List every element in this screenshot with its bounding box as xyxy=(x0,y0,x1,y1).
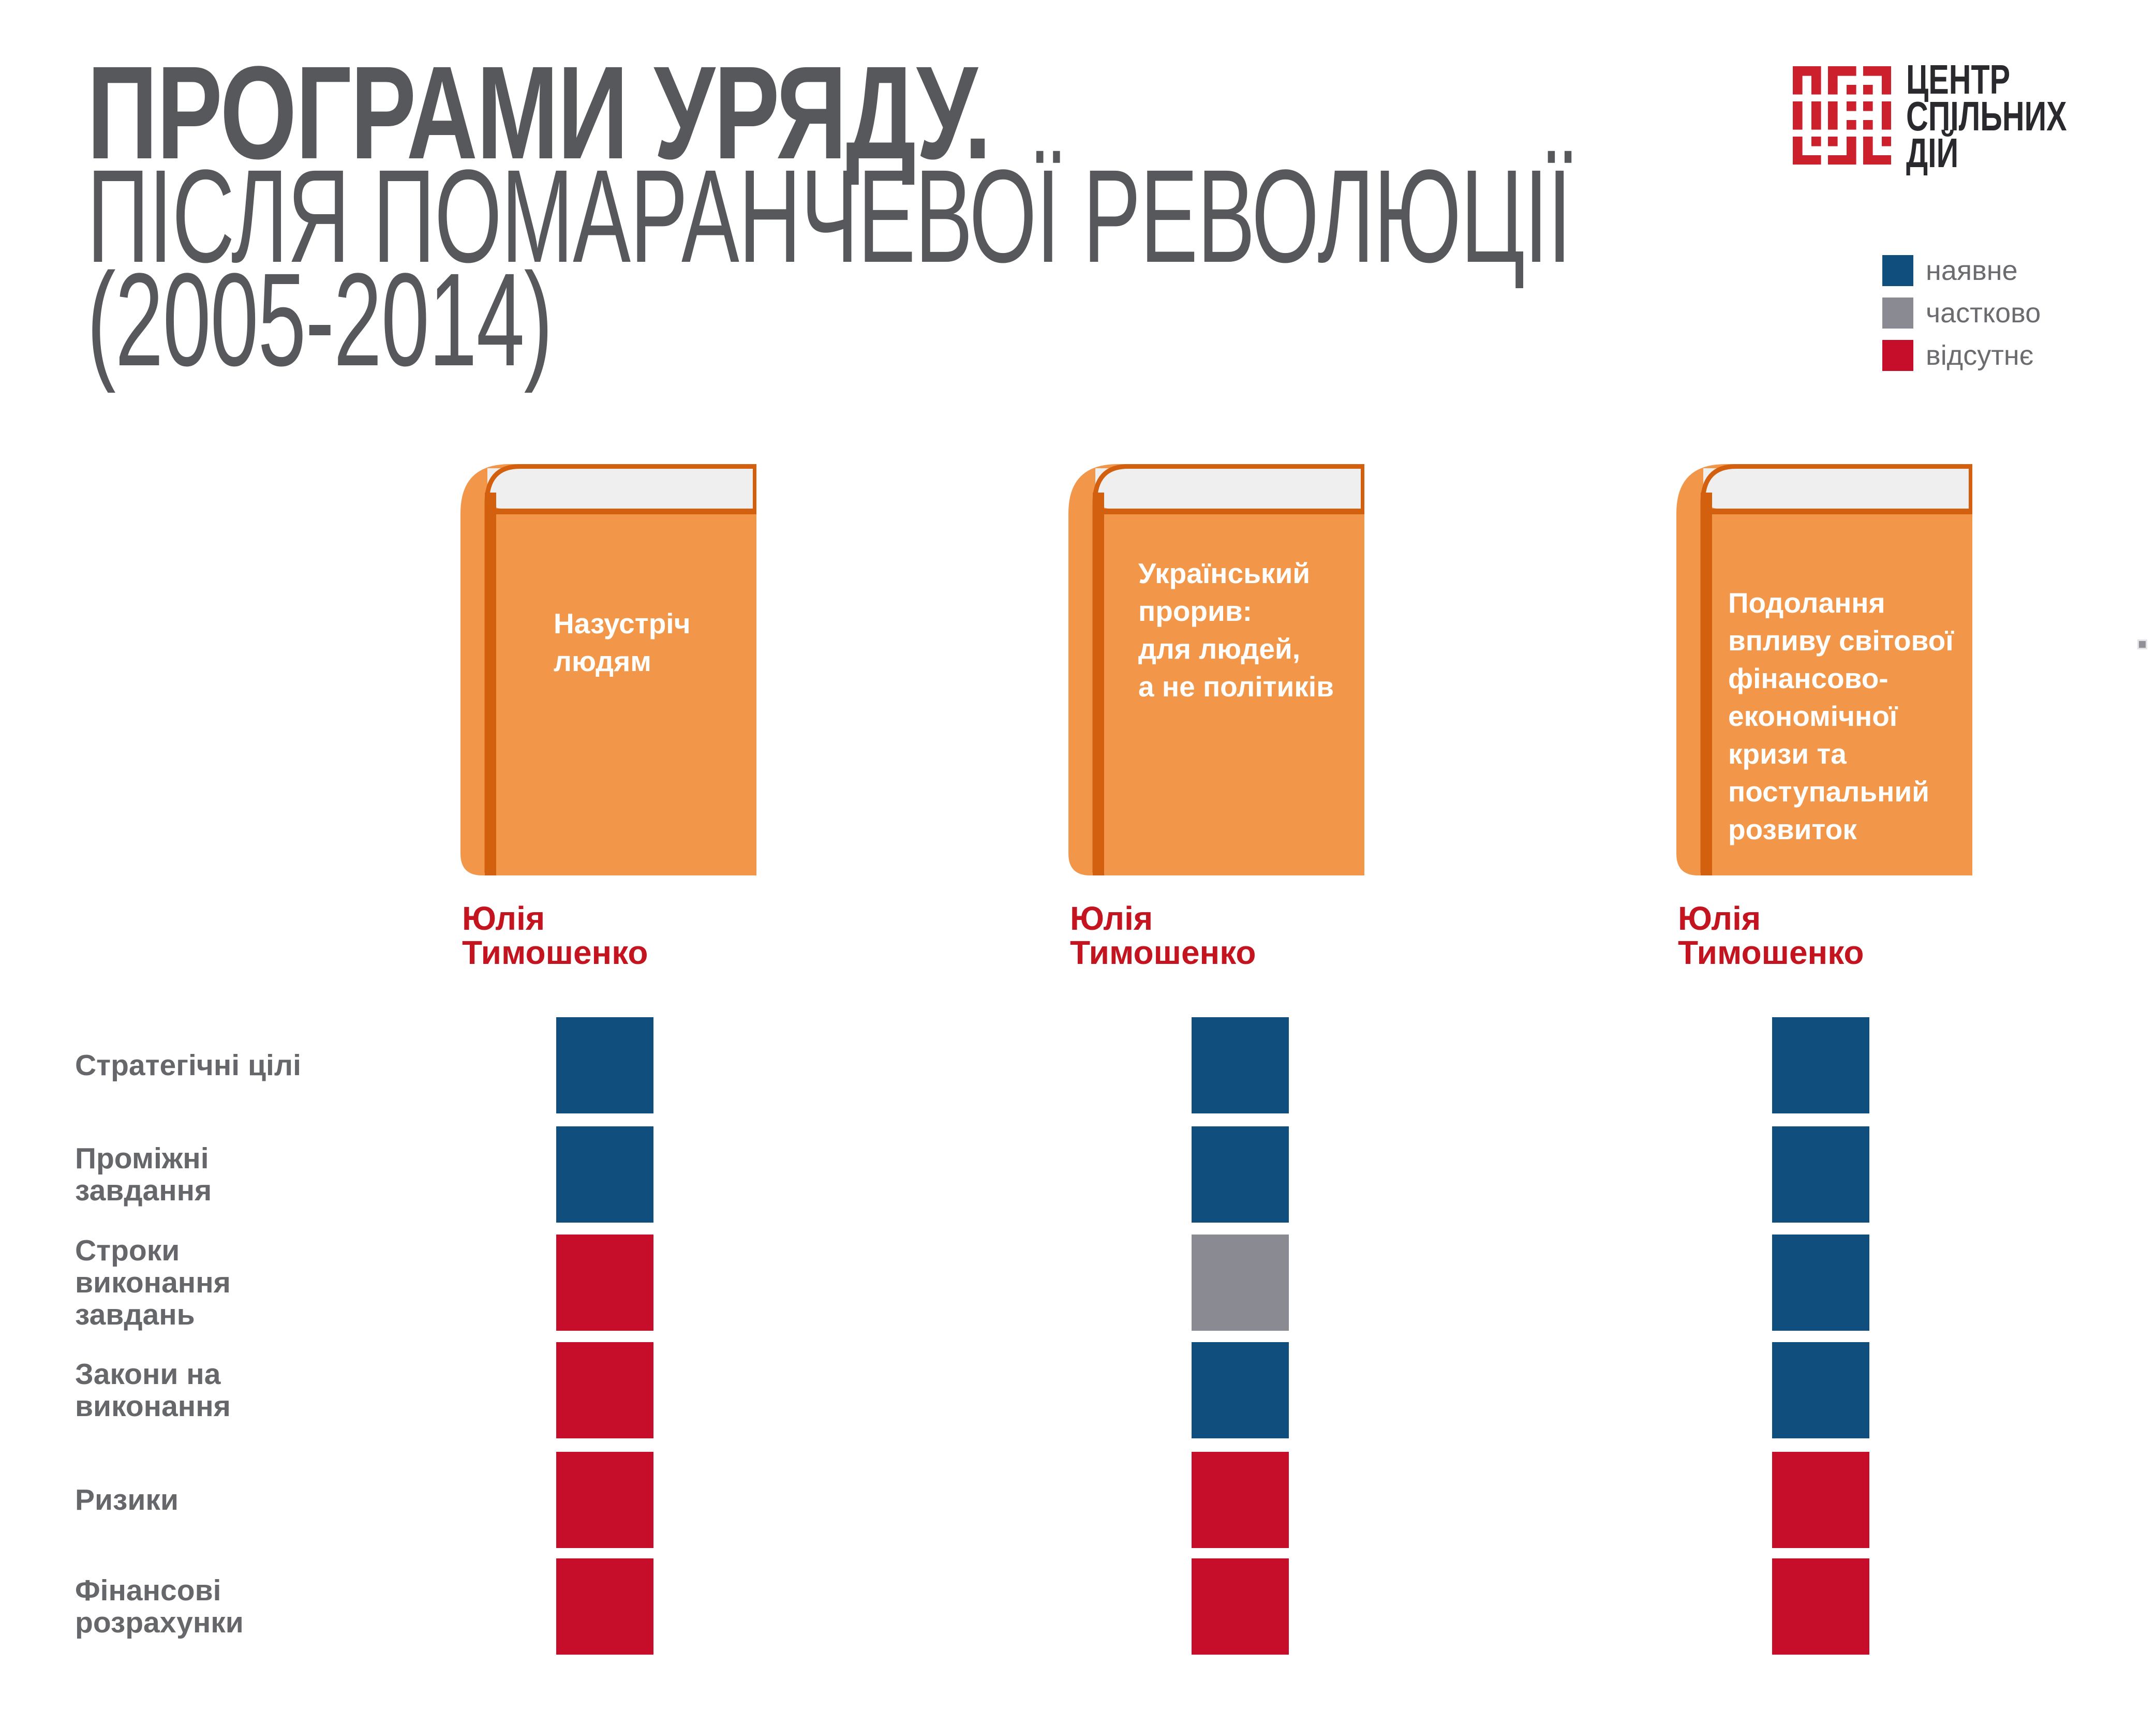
logo-org-name: ЦЕНТР СПІЛЬНИХ ДІЙ xyxy=(1906,56,2067,176)
status-square xyxy=(556,1558,653,1655)
book-title: Назустріч людям xyxy=(554,607,691,677)
row-label: Ризики xyxy=(75,1483,179,1516)
status-square xyxy=(1192,1558,1289,1655)
stray-dot xyxy=(2137,640,2147,649)
book-cover: Назустріч людям xyxy=(460,464,756,875)
book-cover: Український прорив: для людей, а не полі… xyxy=(1068,464,1364,875)
row-label: Проміжні завдання xyxy=(75,1142,212,1207)
status-square xyxy=(556,1126,653,1223)
title-line-1: ПРОГРАМИ УРЯДУ. xyxy=(87,39,991,187)
status-square xyxy=(556,1342,653,1438)
legend-item: відсутнє xyxy=(1882,339,2041,371)
book-cover: Подолання впливу світової фінансово- еко… xyxy=(1676,464,1972,875)
book-title: Подолання впливу світової фінансово- еко… xyxy=(1728,587,1954,845)
status-square xyxy=(556,1017,653,1113)
book-author: Юлія Тимошенко xyxy=(1678,900,1864,971)
book-author: Юлія Тимошенко xyxy=(462,900,648,971)
row-label: Закони на виконання xyxy=(75,1358,231,1423)
row-label: Строки виконання завдань xyxy=(75,1234,231,1331)
status-square xyxy=(1772,1452,1869,1548)
status-square xyxy=(1772,1558,1869,1655)
legend-swatch-present xyxy=(1882,255,1913,286)
legend-swatch-partial xyxy=(1882,297,1913,329)
book-author: Юлія Тимошенко xyxy=(1070,900,1256,971)
status-square xyxy=(1772,1126,1869,1223)
status-square xyxy=(1192,1452,1289,1548)
book-icon xyxy=(1676,464,1972,875)
centre-ua-logo-icon xyxy=(1793,66,1891,165)
status-square xyxy=(556,1235,653,1331)
title-line-3: (2005-2014) xyxy=(87,246,553,394)
status-square xyxy=(1772,1017,1869,1113)
book-title: Український прорив: для людей, а не полі… xyxy=(1138,557,1334,703)
status-square xyxy=(1192,1126,1289,1223)
legend-item: частково xyxy=(1882,297,2041,329)
status-square xyxy=(1192,1235,1289,1331)
page-title: ПРОГРАМИ УРЯДУ. ПІСЛЯ ПОМАРАНЧЕВОЇ РЕВОЛ… xyxy=(87,39,2156,394)
book-icon xyxy=(460,464,756,875)
legend-swatch-absent xyxy=(1882,339,1913,371)
status-square xyxy=(1772,1235,1869,1331)
legend-item: наявне xyxy=(1882,255,2041,286)
title-line-2: ПІСЛЯ ПОМАРАНЧЕВОЇ РЕВОЛЮЦІЇ xyxy=(87,142,1572,290)
status-square xyxy=(1192,1342,1289,1438)
legend-label: наявне xyxy=(1926,255,2018,286)
row-label: Фінансові розрахунки xyxy=(75,1574,244,1639)
book-icon xyxy=(1068,464,1364,875)
status-square xyxy=(1192,1017,1289,1113)
legend: наявне частково відсутнє xyxy=(1882,255,2041,371)
status-square xyxy=(1772,1342,1869,1438)
legend-label: частково xyxy=(1926,297,2041,329)
row-label: Стратегічні цілі xyxy=(75,1049,301,1082)
legend-label: відсутнє xyxy=(1926,339,2034,371)
status-square xyxy=(556,1452,653,1548)
